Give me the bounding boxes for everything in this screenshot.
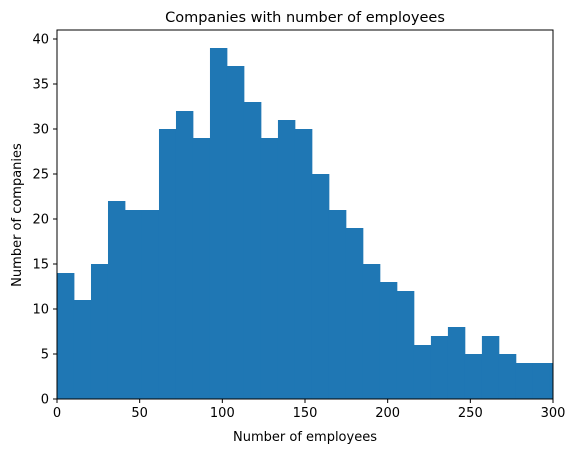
y-axis-label: Number of companies [10, 143, 25, 287]
histogram-bar [175, 111, 194, 399]
histogram-bar [57, 273, 75, 399]
plot-frame [56, 29, 554, 400]
y-axis-ticks: 0 5 10 15 20 25 30 35 40 [32, 33, 57, 408]
histogram-bar [277, 120, 296, 399]
histogram-bar [141, 210, 160, 399]
y-tick-label: 0 [41, 393, 49, 408]
histogram-bar [124, 210, 143, 399]
y-tick-label: 15 [32, 258, 49, 273]
histogram-bar [90, 264, 109, 399]
y-tick-label: 25 [32, 168, 49, 183]
histogram-bar [396, 291, 415, 399]
histogram-bar [260, 138, 279, 399]
x-tick-label: 300 [541, 406, 566, 421]
histogram-bar [328, 210, 347, 399]
chart-title: Companies with number of employees [165, 10, 445, 26]
histogram-bar [532, 363, 551, 399]
x-tick-label: 200 [375, 406, 400, 421]
histogram-bar [226, 66, 245, 399]
histogram-bar [345, 228, 364, 399]
y-tick-label: 20 [32, 213, 49, 228]
histogram-bar [294, 129, 313, 399]
histogram-bar [498, 354, 517, 399]
bars-group [57, 48, 554, 399]
histogram-bar [549, 363, 554, 399]
x-tick-label: 50 [131, 406, 148, 421]
histogram-bar [243, 102, 262, 399]
x-tick-label: 0 [53, 406, 61, 421]
y-tick-label: 35 [32, 78, 49, 93]
x-axis-label: Number of employees [233, 430, 377, 445]
y-tick-label: 10 [32, 303, 49, 318]
y-tick-label: 30 [32, 123, 49, 138]
histogram-bar [311, 174, 330, 399]
histogram-bar [73, 300, 92, 399]
histogram-bar [379, 282, 398, 399]
histogram-bar [413, 345, 432, 399]
x-tick-label: 150 [293, 406, 318, 421]
y-tick-label: 40 [32, 33, 49, 48]
histogram-bar [447, 327, 466, 399]
histogram-bar [192, 138, 211, 399]
histogram-bar [481, 336, 500, 399]
x-tick-label: 100 [210, 406, 235, 421]
histogram-bar [515, 363, 534, 399]
x-axis-ticks: 0 50 100 150 200 250 300 [53, 399, 566, 421]
y-tick-label: 5 [41, 348, 49, 363]
histogram-bar [362, 264, 381, 399]
histogram-bar [209, 48, 228, 399]
x-tick-label: 250 [458, 406, 483, 421]
histogram-bar [107, 201, 126, 399]
histogram-bar [158, 129, 177, 399]
histogram-bar [464, 354, 483, 399]
histogram-bar [430, 336, 449, 399]
